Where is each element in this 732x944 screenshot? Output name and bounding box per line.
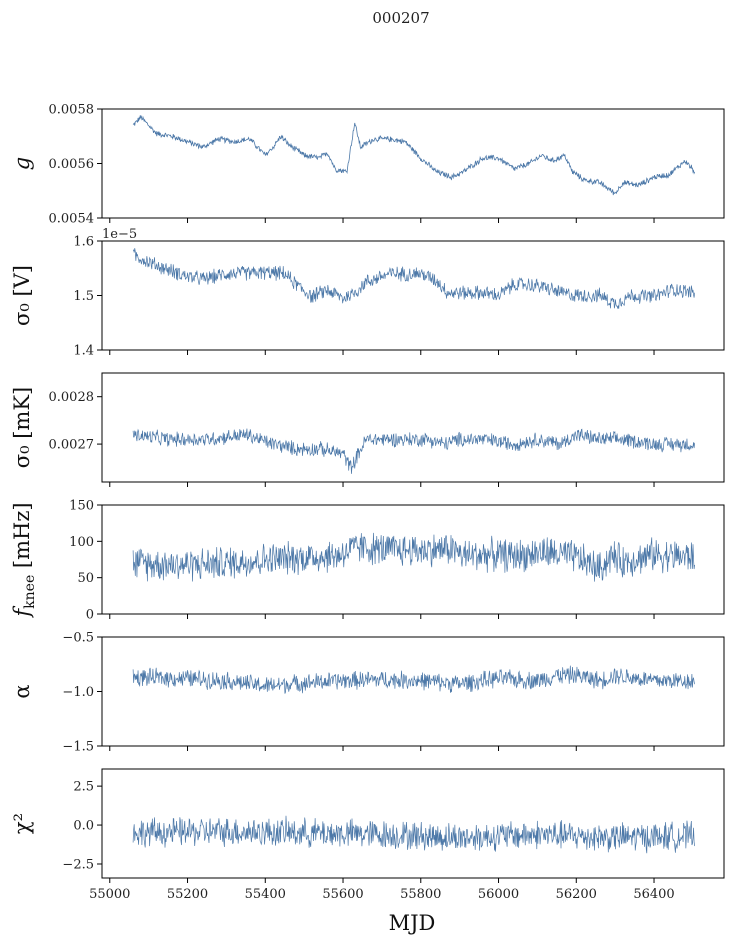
x-tick-label: 55600 bbox=[322, 887, 363, 902]
x-tick-label: 56400 bbox=[633, 887, 674, 902]
y-tick-label-sigma0-mk: 0.0027 bbox=[49, 438, 95, 453]
y-axis-label-gain: g bbox=[10, 157, 34, 170]
y-tick-label-fknee: 100 bbox=[69, 535, 94, 550]
y-axis-label-alpha: α bbox=[10, 684, 34, 698]
axes-frame-sigma0-mk bbox=[101, 372, 725, 483]
x-tick-label: 56200 bbox=[556, 887, 597, 902]
x-tick-label: 56000 bbox=[478, 887, 519, 902]
figure-title: 000207 bbox=[372, 9, 429, 27]
panel-fknee: 0 50 100 150 fknee [mHz] bbox=[10, 499, 725, 623]
x-tick-label: 55400 bbox=[245, 887, 286, 902]
series-line-fknee bbox=[132, 532, 695, 582]
y-tick-label-gain: 0.0058 bbox=[49, 103, 95, 118]
y-tick-label-chi2: 2.5 bbox=[73, 780, 94, 795]
panel-sigma0-volt: 1.4 1.5 1.6 1e−5 σ₀ [V] bbox=[10, 227, 725, 359]
series-line-chi2 bbox=[132, 815, 695, 854]
x-tick-label: 55000 bbox=[89, 887, 130, 902]
x-tick-label: 55200 bbox=[167, 887, 208, 902]
axes-frame-chi2 bbox=[101, 768, 725, 879]
y-tick-label-chi2: 0.0 bbox=[73, 819, 94, 834]
y-tick-label-sigma0-volt: 1.5 bbox=[73, 289, 94, 304]
y-axis-label-fknee: fknee [mHz] bbox=[10, 502, 38, 618]
y-axis-label-sigma0-volt: σ₀ [V] bbox=[10, 265, 34, 326]
y-tick-label-gain: 0.0056 bbox=[49, 157, 95, 172]
series-line-alpha bbox=[132, 665, 695, 694]
series-line-sigma0-volt bbox=[132, 248, 695, 310]
subplots: 0.0054 0.0056 0.0058 g 1.4 1.5 1.6 1e−5 σ₀ [V] 0.… bbox=[10, 103, 725, 902]
axes-frame-fknee bbox=[101, 504, 725, 615]
y-tick-label-sigma0-volt: 1.6 bbox=[73, 235, 94, 250]
series-line-sigma0-mk bbox=[132, 428, 695, 474]
y-tick-label-sigma0-volt: 1.4 bbox=[73, 344, 94, 359]
y-tick-label-fknee: 150 bbox=[69, 499, 94, 514]
offset-text-sigma0-volt: 1e−5 bbox=[102, 227, 137, 242]
y-tick-label-chi2: −2.5 bbox=[62, 857, 94, 872]
panel-sigma0-mk: 0.0027 0.0028 σ₀ [mK] bbox=[10, 372, 725, 487]
panel-chi2: −2.5 0.0 2.5 55000 55200 55400 55600 55800 56000… bbox=[10, 768, 725, 902]
y-tick-label-sigma0-mk: 0.0028 bbox=[49, 390, 95, 405]
y-tick-label-gain: 0.0054 bbox=[49, 212, 95, 227]
y-axis-label-chi2: χ² bbox=[10, 813, 34, 834]
panel-alpha: −1.5 −1.0 −0.5 α bbox=[10, 631, 725, 755]
x-axis-label: MJD bbox=[389, 911, 436, 935]
y-axis-label-sigma0-mk: σ₀ [mK] bbox=[10, 387, 34, 468]
axes-frame-gain bbox=[101, 108, 725, 219]
panel-gain: 0.0054 0.0056 0.0058 g bbox=[10, 103, 725, 227]
y-tick-label-alpha: −0.5 bbox=[62, 631, 94, 646]
axes-frame-alpha bbox=[101, 636, 725, 747]
y-tick-label-alpha: −1.0 bbox=[62, 685, 94, 700]
series-line-gain bbox=[132, 115, 696, 196]
y-tick-label-fknee: 0 bbox=[86, 608, 94, 623]
x-tick-label: 55800 bbox=[400, 887, 441, 902]
y-tick-label-fknee: 50 bbox=[77, 571, 94, 586]
y-tick-label-alpha: −1.5 bbox=[62, 740, 94, 755]
